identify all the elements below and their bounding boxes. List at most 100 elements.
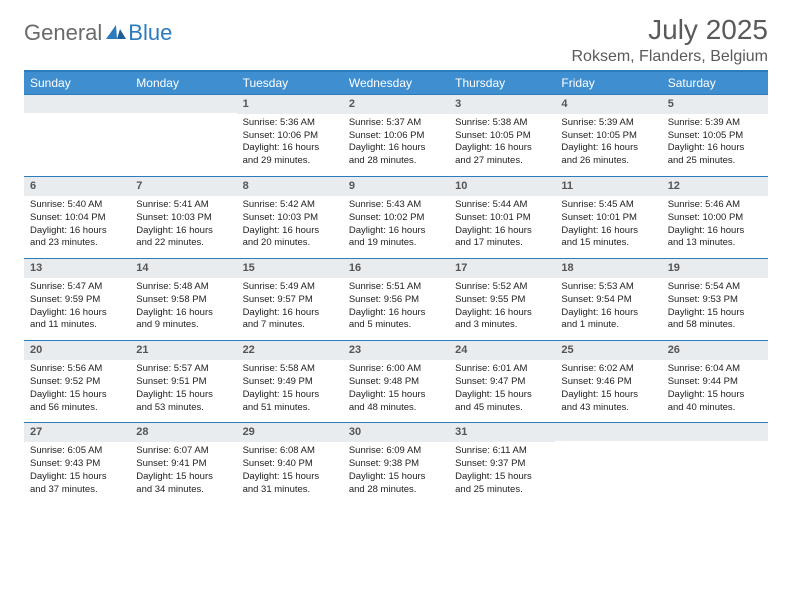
daylight-text: Daylight: 16 hours and 11 minutes. xyxy=(30,307,124,333)
day-cell: 20Sunrise: 5:56 AMSunset: 9:52 PMDayligh… xyxy=(24,341,130,422)
sunrise-text: Sunrise: 5:41 AM xyxy=(136,199,230,212)
sunset-text: Sunset: 10:03 PM xyxy=(243,212,337,225)
day-number: 9 xyxy=(343,177,449,196)
daylight-text: Daylight: 16 hours and 13 minutes. xyxy=(668,225,762,251)
day-cell xyxy=(555,423,661,504)
day-cell: 29Sunrise: 6:08 AMSunset: 9:40 PMDayligh… xyxy=(237,423,343,504)
dow-sunday: Sunday xyxy=(24,72,130,94)
daylight-text: Daylight: 16 hours and 22 minutes. xyxy=(136,225,230,251)
days-of-week-row: Sunday Monday Tuesday Wednesday Thursday… xyxy=(24,72,768,94)
day-number: 10 xyxy=(449,177,555,196)
day-cell: 9Sunrise: 5:43 AMSunset: 10:02 PMDayligh… xyxy=(343,177,449,258)
sunrise-text: Sunrise: 6:02 AM xyxy=(561,363,655,376)
dow-friday: Friday xyxy=(555,72,661,94)
daylight-text: Daylight: 15 hours and 45 minutes. xyxy=(455,389,549,415)
daylight-text: Daylight: 15 hours and 43 minutes. xyxy=(561,389,655,415)
sunrise-text: Sunrise: 5:39 AM xyxy=(561,117,655,130)
sunset-text: Sunset: 9:56 PM xyxy=(349,294,443,307)
day-body: Sunrise: 5:45 AMSunset: 10:01 PMDaylight… xyxy=(555,196,661,258)
sunset-text: Sunset: 9:55 PM xyxy=(455,294,549,307)
week-row: 1Sunrise: 5:36 AMSunset: 10:06 PMDayligh… xyxy=(24,94,768,176)
sunset-text: Sunset: 10:04 PM xyxy=(30,212,124,225)
day-body: Sunrise: 5:42 AMSunset: 10:03 PMDaylight… xyxy=(237,196,343,258)
sunset-text: Sunset: 9:59 PM xyxy=(30,294,124,307)
day-number: 23 xyxy=(343,341,449,360)
daylight-text: Daylight: 15 hours and 37 minutes. xyxy=(30,471,124,497)
day-body: Sunrise: 5:37 AMSunset: 10:06 PMDaylight… xyxy=(343,114,449,176)
day-number: 25 xyxy=(555,341,661,360)
day-body: Sunrise: 5:51 AMSunset: 9:56 PMDaylight:… xyxy=(343,278,449,340)
daylight-text: Daylight: 16 hours and 20 minutes. xyxy=(243,225,337,251)
daylight-text: Daylight: 16 hours and 1 minute. xyxy=(561,307,655,333)
day-number: 2 xyxy=(343,95,449,114)
daylight-text: Daylight: 16 hours and 29 minutes. xyxy=(243,142,337,168)
header: General Blue July 2025 Roksem, Flanders,… xyxy=(24,14,768,66)
daylight-text: Daylight: 16 hours and 28 minutes. xyxy=(349,142,443,168)
sunset-text: Sunset: 9:37 PM xyxy=(455,458,549,471)
sunrise-text: Sunrise: 6:00 AM xyxy=(349,363,443,376)
day-body xyxy=(24,113,130,159)
day-number: 7 xyxy=(130,177,236,196)
dow-thursday: Thursday xyxy=(449,72,555,94)
day-cell xyxy=(24,95,130,176)
day-number: 21 xyxy=(130,341,236,360)
daylight-text: Daylight: 15 hours and 25 minutes. xyxy=(455,471,549,497)
day-number: 18 xyxy=(555,259,661,278)
sunset-text: Sunset: 9:38 PM xyxy=(349,458,443,471)
day-body: Sunrise: 5:57 AMSunset: 9:51 PMDaylight:… xyxy=(130,360,236,422)
daylight-text: Daylight: 16 hours and 5 minutes. xyxy=(349,307,443,333)
day-number: 6 xyxy=(24,177,130,196)
sunset-text: Sunset: 9:46 PM xyxy=(561,376,655,389)
day-body: Sunrise: 5:39 AMSunset: 10:05 PMDaylight… xyxy=(662,114,768,176)
day-number: 13 xyxy=(24,259,130,278)
sunset-text: Sunset: 9:57 PM xyxy=(243,294,337,307)
day-cell: 15Sunrise: 5:49 AMSunset: 9:57 PMDayligh… xyxy=(237,259,343,340)
daylight-text: Daylight: 16 hours and 23 minutes. xyxy=(30,225,124,251)
day-body: Sunrise: 5:54 AMSunset: 9:53 PMDaylight:… xyxy=(662,278,768,340)
sunrise-text: Sunrise: 5:47 AM xyxy=(30,281,124,294)
day-cell: 8Sunrise: 5:42 AMSunset: 10:03 PMDayligh… xyxy=(237,177,343,258)
day-number: 24 xyxy=(449,341,555,360)
sunrise-text: Sunrise: 6:07 AM xyxy=(136,445,230,458)
day-number: 3 xyxy=(449,95,555,114)
sunset-text: Sunset: 9:49 PM xyxy=(243,376,337,389)
sunset-text: Sunset: 10:05 PM xyxy=(561,130,655,143)
day-number: 22 xyxy=(237,341,343,360)
sunset-text: Sunset: 10:05 PM xyxy=(668,130,762,143)
day-number xyxy=(130,95,236,113)
week-row: 20Sunrise: 5:56 AMSunset: 9:52 PMDayligh… xyxy=(24,340,768,422)
page-title: July 2025 xyxy=(571,14,768,46)
sunrise-text: Sunrise: 6:11 AM xyxy=(455,445,549,458)
sunrise-text: Sunrise: 5:42 AM xyxy=(243,199,337,212)
sunrise-text: Sunrise: 5:52 AM xyxy=(455,281,549,294)
sunset-text: Sunset: 10:01 PM xyxy=(561,212,655,225)
day-body: Sunrise: 5:53 AMSunset: 9:54 PMDaylight:… xyxy=(555,278,661,340)
sunset-text: Sunset: 9:40 PM xyxy=(243,458,337,471)
day-body: Sunrise: 5:52 AMSunset: 9:55 PMDaylight:… xyxy=(449,278,555,340)
day-cell: 10Sunrise: 5:44 AMSunset: 10:01 PMDaylig… xyxy=(449,177,555,258)
day-cell: 3Sunrise: 5:38 AMSunset: 10:05 PMDayligh… xyxy=(449,95,555,176)
day-body: Sunrise: 6:08 AMSunset: 9:40 PMDaylight:… xyxy=(237,442,343,504)
weeks-container: 1Sunrise: 5:36 AMSunset: 10:06 PMDayligh… xyxy=(24,94,768,504)
sunrise-text: Sunrise: 5:57 AM xyxy=(136,363,230,376)
day-body: Sunrise: 6:04 AMSunset: 9:44 PMDaylight:… xyxy=(662,360,768,422)
day-body: Sunrise: 5:46 AMSunset: 10:00 PMDaylight… xyxy=(662,196,768,258)
day-cell: 12Sunrise: 5:46 AMSunset: 10:00 PMDaylig… xyxy=(662,177,768,258)
daylight-text: Daylight: 15 hours and 58 minutes. xyxy=(668,307,762,333)
sunrise-text: Sunrise: 5:58 AM xyxy=(243,363,337,376)
day-cell: 19Sunrise: 5:54 AMSunset: 9:53 PMDayligh… xyxy=(662,259,768,340)
sunrise-text: Sunrise: 6:04 AM xyxy=(668,363,762,376)
day-number: 29 xyxy=(237,423,343,442)
daylight-text: Daylight: 16 hours and 26 minutes. xyxy=(561,142,655,168)
daylight-text: Daylight: 15 hours and 53 minutes. xyxy=(136,389,230,415)
day-body: Sunrise: 5:40 AMSunset: 10:04 PMDaylight… xyxy=(24,196,130,258)
daylight-text: Daylight: 16 hours and 7 minutes. xyxy=(243,307,337,333)
day-cell: 17Sunrise: 5:52 AMSunset: 9:55 PMDayligh… xyxy=(449,259,555,340)
day-number: 16 xyxy=(343,259,449,278)
header-right: July 2025 Roksem, Flanders, Belgium xyxy=(571,14,768,66)
sunset-text: Sunset: 9:51 PM xyxy=(136,376,230,389)
sunrise-text: Sunrise: 5:46 AM xyxy=(668,199,762,212)
sunrise-text: Sunrise: 5:36 AM xyxy=(243,117,337,130)
sunrise-text: Sunrise: 6:05 AM xyxy=(30,445,124,458)
day-body: Sunrise: 5:47 AMSunset: 9:59 PMDaylight:… xyxy=(24,278,130,340)
